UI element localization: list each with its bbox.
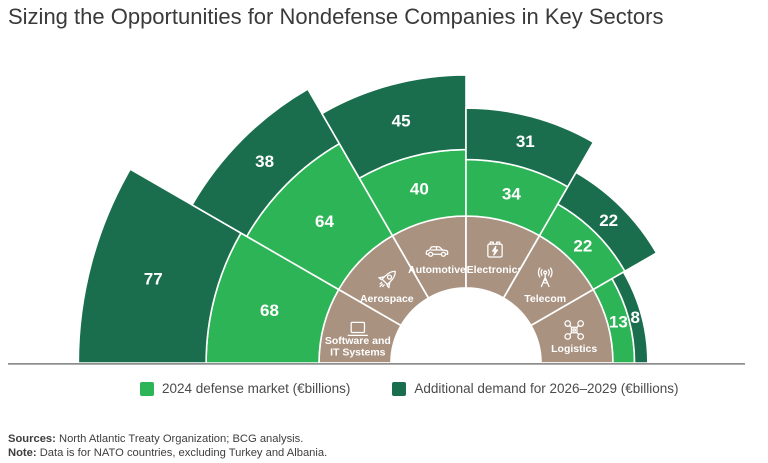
segment-value-label: 22 [573,237,592,256]
sector-label: Aerospace [360,293,414,305]
segment-value-label: 38 [255,152,274,171]
legend-swatch-additional-demand [392,381,407,396]
segment-electronics-series-1 [465,107,595,188]
segment-value-label: 8 [631,308,640,327]
segment-value-label: 13 [609,313,628,332]
note-line: Note: Data is for NATO countries, exclud… [8,447,327,461]
sector-label: Automotive [408,264,466,276]
sources-label: Sources: [8,433,56,445]
segment-value-label: 77 [144,270,163,289]
legend: 2024 defense market (€billions) Addition… [140,381,679,396]
note-text: Data is for NATO countries, excluding Tu… [39,446,328,459]
segment-value-label: 64 [315,212,334,231]
segment-value-label: 68 [260,301,279,320]
legend-item-additional-demand: Additional demand for 2026–2029 (€billio… [392,381,679,396]
segment-aerospace-series-1 [190,87,341,238]
sector-label: Logistics [551,343,597,355]
segment-value-label: 40 [410,179,429,198]
segment-software-and-it-systems-series-1 [77,168,243,364]
legend-label: 2024 defense market (€billions) [162,381,351,396]
sources-text: North Atlantic Treaty Organization; BCG … [58,433,304,445]
legend-item-2024-defense-market: 2024 defense market (€billions) [140,381,350,396]
legend-swatch-2024-defense-market [140,381,154,396]
segment-telecom-series-1 [556,171,658,273]
segment-value-label: 22 [599,211,618,230]
sector-label: Telecom [524,293,566,305]
note-label: Note: [8,446,37,459]
legend-label: Additional demand for 2026–2029 (€billio… [414,381,679,396]
sector-label: Electronics [467,264,524,276]
sources-line: Sources: North Atlantic Treaty Organizat… [8,433,327,447]
footer: Sources: North Atlantic Treaty Organizat… [8,433,327,460]
sector-label: Software and IT Systems [325,335,391,359]
chart-layers: 68 77 Software and IT Systems 64 38 Aerospace 4… [8,74,745,365]
segment-value-label: 45 [392,111,411,130]
segment-value-label: 31 [516,132,535,151]
chart-title: Sizing the Opportunities for Nondefense … [8,4,664,29]
segment-value-label: 34 [502,184,521,203]
